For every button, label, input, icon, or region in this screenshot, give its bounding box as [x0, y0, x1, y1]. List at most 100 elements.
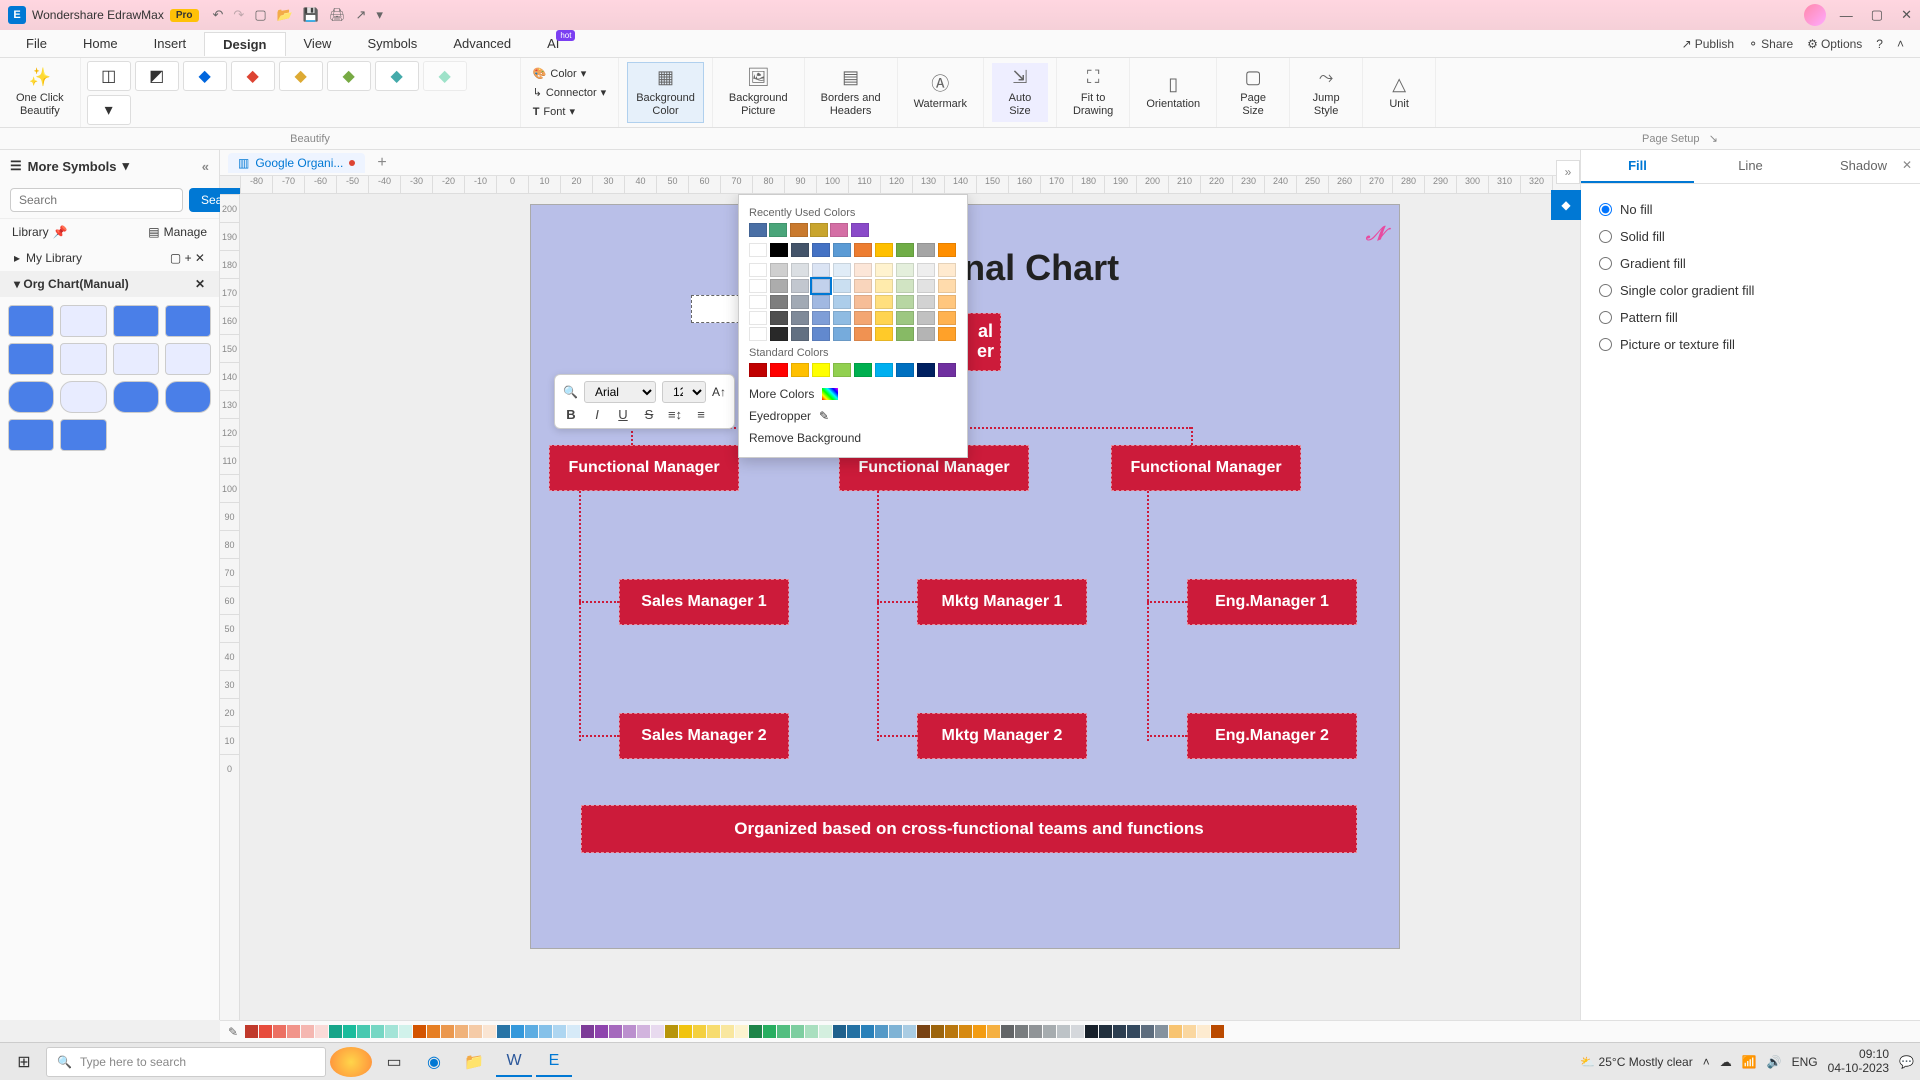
color-swatch[interactable]: [749, 311, 767, 325]
shape-6[interactable]: [60, 343, 106, 375]
undo-icon[interactable]: ↶: [213, 7, 224, 23]
style-4[interactable]: ◆: [231, 61, 275, 91]
color-swatch[interactable]: [917, 295, 935, 309]
font-size-select[interactable]: 12: [662, 381, 706, 403]
colorstrip-swatch[interactable]: [609, 1025, 622, 1038]
colorstrip-swatch[interactable]: [539, 1025, 552, 1038]
shape-10[interactable]: [60, 381, 106, 413]
connector-dropdown[interactable]: ↳ Connector ▾: [529, 84, 611, 101]
colorstrip-swatch[interactable]: [1071, 1025, 1084, 1038]
colorstrip-swatch[interactable]: [1141, 1025, 1154, 1038]
font-dropdown[interactable]: T Font ▾: [529, 103, 611, 120]
orientation-button[interactable]: ▯ Orientation: [1138, 70, 1208, 116]
colorstrip-swatch[interactable]: [1085, 1025, 1098, 1038]
color-swatch[interactable]: [812, 327, 830, 341]
colorstrip-swatch[interactable]: [1197, 1025, 1210, 1038]
color-swatch[interactable]: [854, 295, 872, 309]
colorstrip-swatch[interactable]: [357, 1025, 370, 1038]
color-swatch[interactable]: [769, 223, 787, 237]
color-swatch[interactable]: [854, 279, 872, 293]
minimize-icon[interactable]: —: [1840, 8, 1853, 23]
colorstrip-swatch[interactable]: [399, 1025, 412, 1038]
colorstrip-swatch[interactable]: [1043, 1025, 1056, 1038]
fill-option[interactable]: No fill: [1599, 196, 1902, 223]
fill-option[interactable]: Pattern fill: [1599, 304, 1902, 331]
color-swatch[interactable]: [812, 363, 830, 377]
colorstrip-swatch[interactable]: [525, 1025, 538, 1038]
word-icon[interactable]: W: [496, 1047, 532, 1077]
shape-8[interactable]: [165, 343, 211, 375]
node-sales2[interactable]: Sales Manager 2: [619, 713, 789, 759]
my-library-item[interactable]: ▸My Library ▢ + ✕: [0, 245, 219, 271]
style-5[interactable]: ◆: [279, 61, 323, 91]
hamburger-icon[interactable]: ☰: [10, 158, 22, 174]
color-swatch[interactable]: [812, 243, 830, 257]
colorstrip-swatch[interactable]: [259, 1025, 272, 1038]
colorstrip-swatch[interactable]: [889, 1025, 902, 1038]
colorstrip-swatch[interactable]: [987, 1025, 1000, 1038]
color-swatch[interactable]: [749, 279, 767, 293]
colorstrip-swatch[interactable]: [273, 1025, 286, 1038]
save-icon[interactable]: 💾: [303, 7, 319, 23]
font-family-select[interactable]: Arial: [584, 381, 656, 403]
shape-5[interactable]: [8, 343, 54, 375]
collapse-ribbon-icon[interactable]: ˄: [1897, 37, 1904, 51]
color-swatch[interactable]: [791, 311, 809, 325]
color-swatch[interactable]: [791, 363, 809, 377]
italic-icon[interactable]: I: [589, 407, 605, 422]
menu-home[interactable]: Home: [65, 32, 136, 55]
node-eng1[interactable]: Eng.Manager 1: [1187, 579, 1357, 625]
color-swatch[interactable]: [770, 243, 788, 257]
colorstrip-swatch[interactable]: [1155, 1025, 1168, 1038]
background-picture-button[interactable]: 🖼 Background Picture: [721, 63, 796, 122]
color-swatch[interactable]: [875, 279, 893, 293]
color-swatch[interactable]: [791, 327, 809, 341]
color-swatch[interactable]: [854, 263, 872, 277]
user-avatar[interactable]: [1804, 4, 1826, 26]
publish-button[interactable]: ↗ Publish: [1682, 37, 1734, 51]
color-swatch[interactable]: [854, 327, 872, 341]
colorstrip-swatch[interactable]: [553, 1025, 566, 1038]
linespacing-icon[interactable]: ≡↕: [667, 407, 683, 422]
color-swatch[interactable]: [938, 263, 956, 277]
color-swatch[interactable]: [854, 311, 872, 325]
background-color-button[interactable]: ▦ Background Color: [627, 62, 704, 123]
export-icon[interactable]: ↗: [356, 7, 367, 23]
color-swatch[interactable]: [938, 243, 956, 257]
color-swatch[interactable]: [896, 243, 914, 257]
color-swatch[interactable]: [833, 363, 851, 377]
color-swatch[interactable]: [938, 279, 956, 293]
node-footer[interactable]: Organized based on cross-functional team…: [581, 805, 1357, 853]
unit-button[interactable]: △ Unit: [1371, 70, 1427, 116]
colorstrip-swatch[interactable]: [665, 1025, 678, 1038]
edge-icon[interactable]: ◉: [416, 1047, 452, 1077]
colorstrip-swatch[interactable]: [777, 1025, 790, 1038]
color-swatch[interactable]: [938, 311, 956, 325]
color-swatch[interactable]: [812, 263, 830, 277]
node-mktg2[interactable]: Mktg Manager 2: [917, 713, 1087, 759]
style-2[interactable]: ◩: [135, 61, 179, 91]
open-icon[interactable]: 📂: [277, 7, 293, 23]
redo-icon[interactable]: ↷: [233, 7, 244, 23]
underline-icon[interactable]: U: [615, 407, 631, 422]
autosize-button[interactable]: ⇲ Auto Size: [992, 63, 1048, 122]
color-swatch[interactable]: [770, 279, 788, 293]
colorstrip-swatch[interactable]: [917, 1025, 930, 1038]
tray-clock[interactable]: 09:1004-10-2023: [1828, 1048, 1889, 1074]
color-swatch[interactable]: [749, 327, 767, 341]
color-swatch[interactable]: [749, 295, 767, 309]
colorstrip-swatch[interactable]: [791, 1025, 804, 1038]
maximize-icon[interactable]: ▢: [1871, 7, 1883, 23]
style-6[interactable]: ◆: [327, 61, 371, 91]
taskbar-search[interactable]: 🔍 Type here to search: [46, 1047, 326, 1077]
toolbar-search-icon[interactable]: 🔍: [563, 385, 578, 399]
color-swatch[interactable]: [790, 223, 808, 237]
colorstrip-swatch[interactable]: [1169, 1025, 1182, 1038]
tray-chevron-icon[interactable]: ˄: [1703, 1055, 1710, 1069]
edrawmax-icon[interactable]: E: [536, 1047, 572, 1077]
colorstrip-swatch[interactable]: [483, 1025, 496, 1038]
remove-bg-link[interactable]: Remove Background: [749, 427, 957, 449]
colorstrip-swatch[interactable]: [469, 1025, 482, 1038]
color-swatch[interactable]: [830, 223, 848, 237]
close-icon[interactable]: ✕: [1901, 7, 1912, 23]
